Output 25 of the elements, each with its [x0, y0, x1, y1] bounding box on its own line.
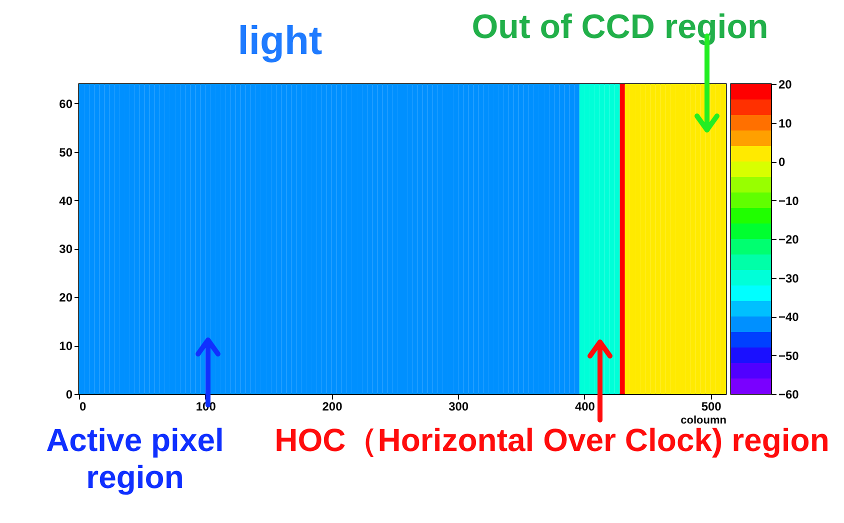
- color-bar-label: −60: [778, 388, 800, 402]
- y-tick-label: 50: [59, 145, 73, 160]
- color-bar-label: 0: [778, 155, 786, 169]
- color-bar-label: −20: [778, 232, 800, 246]
- chart-title: light: [236, 18, 324, 64]
- text: Active pixel region: [45, 422, 225, 496]
- color-bar-label: −40: [778, 310, 800, 324]
- color-bar-label: −50: [778, 348, 800, 363]
- y-tick-label: 10: [59, 339, 73, 354]
- x-tick-label: 400: [574, 400, 596, 414]
- x-tick-label: 0: [80, 400, 86, 414]
- color-bar-label: −30: [778, 271, 800, 286]
- color-bar-label: −10: [778, 194, 800, 208]
- x-axis-title: coloumn: [680, 414, 727, 426]
- y-tick-label: 40: [59, 194, 73, 208]
- y-tick-label: 20: [59, 290, 73, 305]
- y-tick-label: 30: [59, 242, 73, 256]
- y-tick-label: 60: [59, 96, 73, 111]
- x-tick-label: 500: [701, 400, 722, 414]
- text: Out of CCD region: [470, 8, 770, 48]
- x-tick-label: 200: [322, 400, 343, 414]
- color-bar-label: 10: [778, 116, 792, 130]
- y-tick-label: 0: [66, 388, 73, 402]
- color-bar-label: 20: [778, 78, 792, 92]
- x-tick-label: 300: [448, 400, 469, 414]
